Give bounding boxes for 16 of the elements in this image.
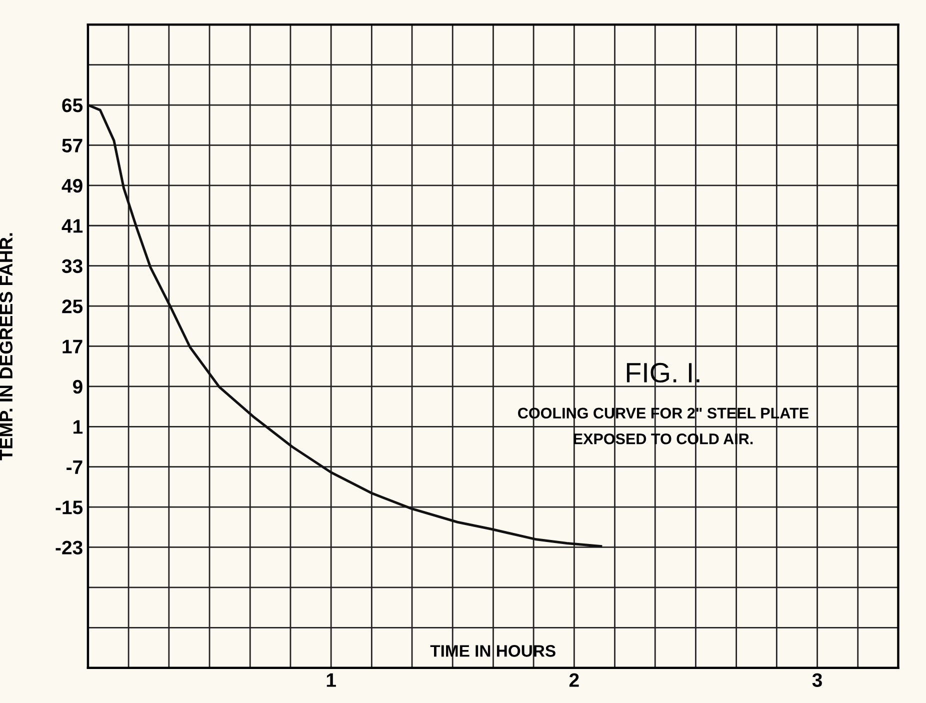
y-tick-label: 57 xyxy=(62,138,82,152)
x-tick-label: 2 xyxy=(569,673,579,687)
y-tick-label: 25 xyxy=(62,299,83,314)
y-tick-label: -7 xyxy=(66,460,82,474)
y-tick-label: -23 xyxy=(56,540,82,555)
y-tick-label: 33 xyxy=(62,259,82,274)
y-tick-label: 9 xyxy=(72,380,82,394)
y-axis-title: TEMP. IN DEGREES FAHR. xyxy=(0,233,13,460)
y-tick-label: 65 xyxy=(62,98,83,112)
y-tick-label: 49 xyxy=(62,178,82,193)
y-tick-label: 1 xyxy=(74,420,83,434)
y-tick-label: -15 xyxy=(56,500,83,514)
x-tick-label: 3 xyxy=(812,673,822,688)
x-tick-label: 1 xyxy=(326,673,336,687)
y-tick-label: 41 xyxy=(62,219,83,233)
y-tick-label: 17 xyxy=(62,340,82,354)
